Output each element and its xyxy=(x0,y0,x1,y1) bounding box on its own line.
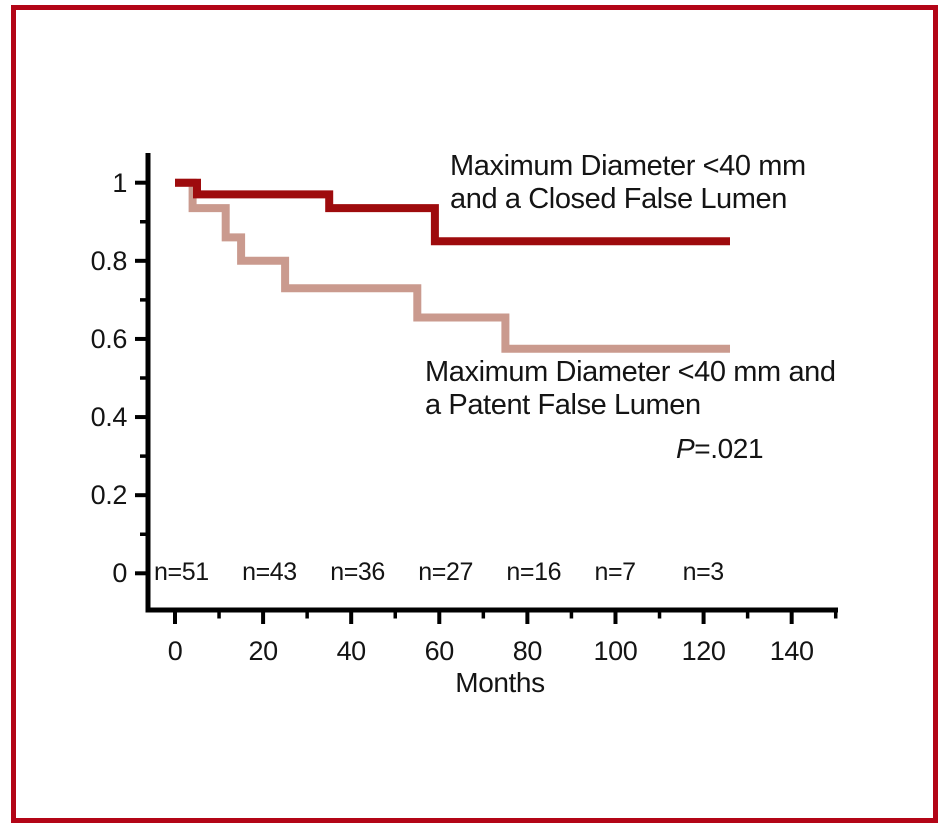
x-tick-label: 0 xyxy=(167,636,183,666)
x-tick-label: 60 xyxy=(424,636,455,666)
y-tick-label: 0.4 xyxy=(90,402,128,433)
x-tick-label: 40 xyxy=(336,636,367,666)
legend-patent-line2: a Patent False Lumen xyxy=(425,389,701,421)
p-value-number: =.021 xyxy=(694,433,764,464)
legend-closed-line1: Maximum Diameter <40 mm xyxy=(450,150,806,182)
number-at-risk-label: n=3 xyxy=(682,558,725,586)
number-at-risk-label: n=7 xyxy=(594,558,636,586)
x-tick-label: 140 xyxy=(769,636,814,666)
x-tick-label: 100 xyxy=(593,636,638,666)
p-value: P=.021 xyxy=(676,433,764,465)
y-tick-label: 1 xyxy=(112,167,127,198)
figure-border xyxy=(11,5,938,823)
legend-closed-false-lumen: Maximum Diameter <40 mm and a Closed Fal… xyxy=(450,150,806,216)
number-at-risk-label: n=16 xyxy=(506,558,562,586)
number-at-risk-label: n=43 xyxy=(242,558,297,586)
legend-closed-line2: and a Closed False Lumen xyxy=(450,183,787,215)
legend-patent-line1: Maximum Diameter <40 mm and xyxy=(425,356,836,388)
y-tick-label: 0.2 xyxy=(90,480,128,511)
x-tick-label: 80 xyxy=(512,636,543,666)
survival-curve xyxy=(175,178,730,353)
y-tick-label: 0.6 xyxy=(90,323,128,354)
x-axis-title: Months xyxy=(455,667,545,698)
survival-curve xyxy=(175,178,730,246)
x-tick-label: 20 xyxy=(248,636,278,666)
x-tick-label: 120 xyxy=(681,636,726,666)
number-at-risk-label: n=27 xyxy=(418,558,473,586)
number-at-risk-label: n=51 xyxy=(154,558,209,586)
legend-patent-false-lumen: Maximum Diameter <40 mm and a Patent Fal… xyxy=(425,356,836,422)
number-at-risk-label: n=36 xyxy=(330,558,385,586)
y-tick-label: 0.8 xyxy=(90,245,128,276)
p-value-symbol: P xyxy=(676,433,695,464)
y-tick-label: 0 xyxy=(112,558,127,589)
